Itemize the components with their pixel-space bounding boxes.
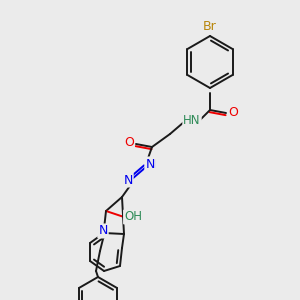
Text: N: N	[146, 158, 156, 170]
Text: Br: Br	[203, 20, 217, 34]
Text: N: N	[98, 224, 108, 238]
Text: N: N	[145, 158, 155, 172]
Text: OH: OH	[124, 211, 142, 224]
Text: O: O	[228, 106, 238, 119]
Text: HN: HN	[183, 113, 201, 127]
Text: O: O	[124, 136, 134, 149]
Text: N: N	[123, 173, 133, 187]
